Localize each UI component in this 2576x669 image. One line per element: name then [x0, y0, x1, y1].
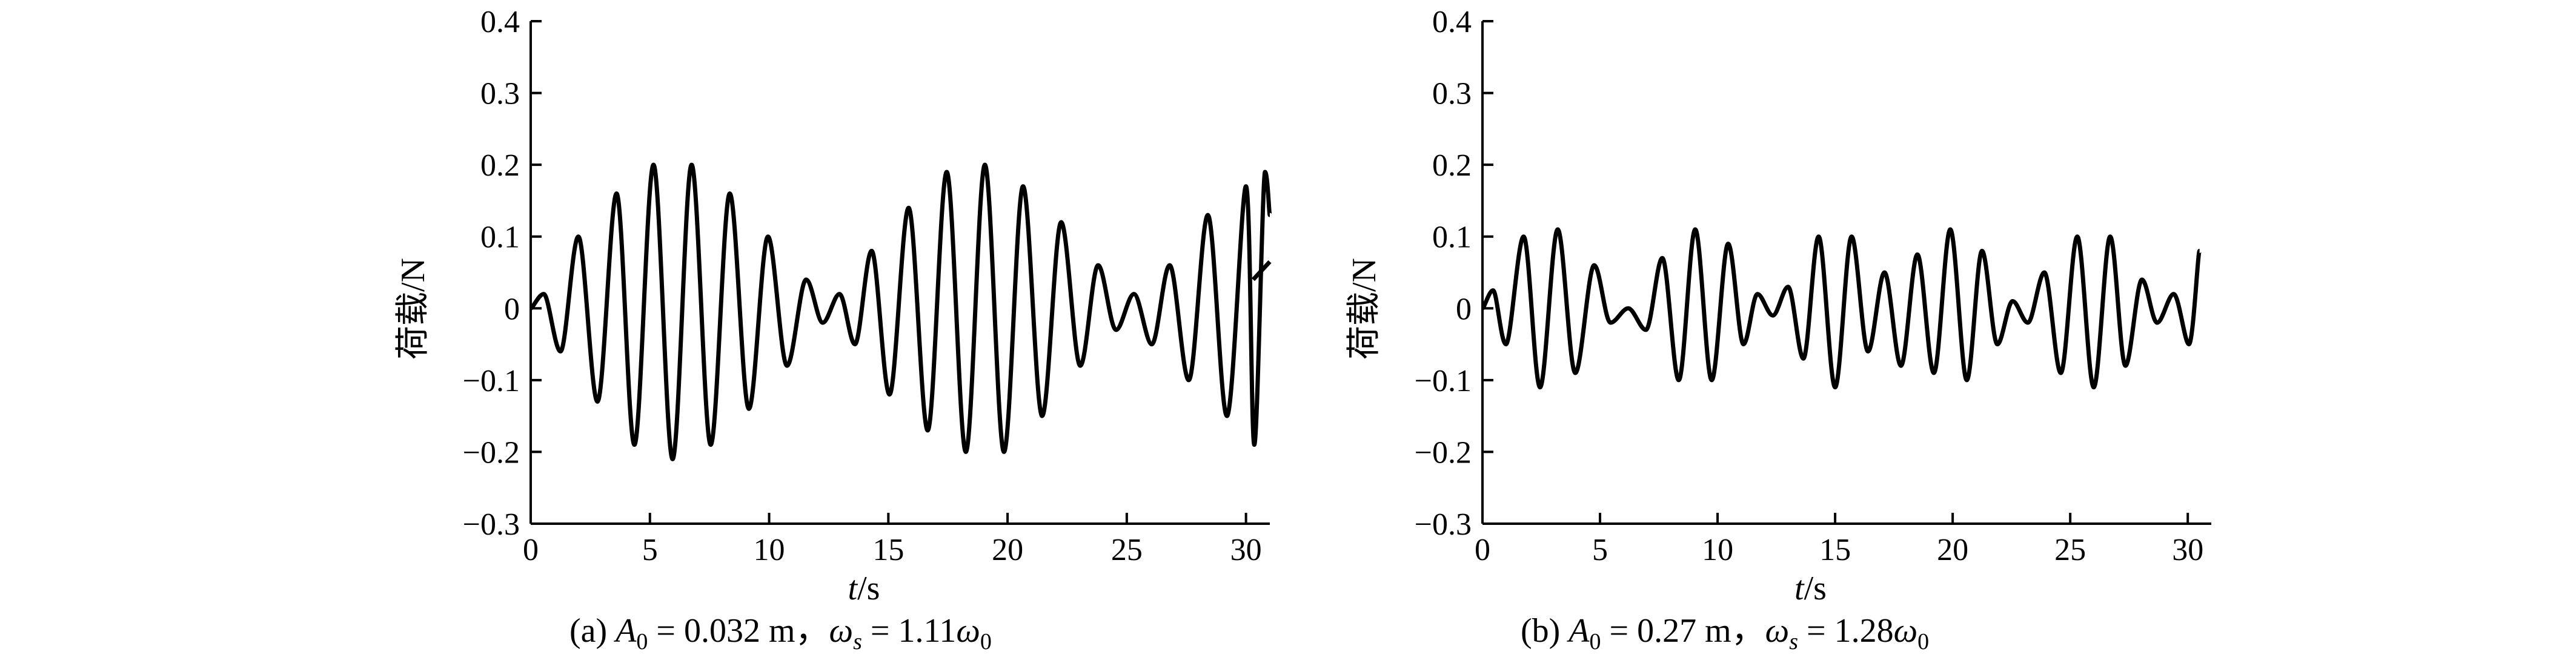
y-tick-label: 0.4	[480, 5, 520, 39]
caption-omega-subscript: s	[1789, 629, 1798, 654]
y-tick-label: 0	[504, 292, 520, 326]
y-tick-label: 0.4	[1432, 5, 1472, 39]
x-axis-label: t/s	[848, 570, 880, 607]
y-axis-label: 荷载/N	[1346, 258, 1383, 360]
caption-amplitude-value: = 0.032 m，	[648, 612, 829, 650]
caption-prefix: (a)	[569, 612, 616, 650]
caption-omega0-subscript: 0	[980, 629, 992, 654]
caption-amplitude-subscript: 0	[1590, 629, 1601, 654]
series-line	[1480, 227, 2202, 390]
caption-amplitude-symbol: A	[613, 612, 637, 650]
y-tick-label: 0.1	[1432, 220, 1472, 255]
y-tick-label: 0.3	[1432, 77, 1472, 111]
caption-omega-symbol: ω	[1765, 612, 1790, 650]
caption-omega-ratio: = 1.28	[1798, 612, 1894, 650]
x-tick-label: 15	[872, 533, 904, 567]
y-tick-label: −0.3	[463, 507, 520, 542]
x-tick-label: 30	[2172, 533, 2203, 567]
y-tick-label: −0.2	[463, 435, 520, 470]
chart-panel-b: −0.3 −0.2 −0.1 0 0.1 0.2 0.3 0.4 0 5 10 15 20 25 30 t/s…	[1346, 5, 2211, 654]
x-axis-label-unit: /s	[857, 570, 880, 607]
x-axis-label-var: t	[1794, 570, 1805, 607]
x-axis-label-var: t	[848, 570, 858, 607]
figure-caption: (a) A0 = 0.032 m，ωs = 1.11ω0	[569, 612, 992, 654]
x-tick-label: 20	[992, 533, 1023, 567]
series-line	[529, 162, 1272, 461]
y-tick-label: 0.1	[480, 220, 520, 255]
caption-amplitude-symbol: A	[1566, 612, 1590, 650]
y-tick-label: 0.2	[480, 148, 520, 183]
caption-amplitude-subscript: 0	[636, 629, 648, 654]
x-tick-label: 25	[1111, 533, 1143, 567]
x-tick-label: 5	[642, 533, 658, 567]
figure-caption: (b) A0 = 0.27 m，ωs = 1.28ω0	[1521, 612, 1929, 654]
x-axis-label: t/s	[1794, 570, 1827, 607]
y-tick-label: 0.3	[480, 77, 520, 111]
x-tick-label: 0	[523, 533, 539, 567]
caption-prefix: (b)	[1521, 612, 1569, 650]
caption-omega0-symbol: ω	[956, 612, 980, 650]
y-tick-label: −0.1	[463, 364, 520, 398]
caption-omega-subscript: s	[853, 629, 862, 654]
x-tick-label: 25	[2054, 533, 2086, 567]
x-tick-label: 20	[1937, 533, 1968, 567]
x-tick-label: 5	[1592, 533, 1608, 567]
caption-amplitude-value: = 0.27 m，	[1601, 612, 1765, 650]
chart-panel-a: −0.3 −0.2 −0.1 0 0.1 0.2 0.3 0.4 0 5 10 15 20 25 30 t/s…	[394, 5, 1272, 654]
series-end-segment	[1251, 260, 1272, 282]
x-tick-label: 10	[1702, 533, 1733, 567]
caption-omega-ratio: = 1.11	[862, 612, 957, 650]
x-tick-label: 30	[1230, 533, 1262, 567]
y-axis-label: 荷载/N	[394, 258, 432, 360]
y-tick-label: −0.2	[1415, 435, 1472, 470]
x-tick-label: 0	[1475, 533, 1490, 567]
caption-omega0-symbol: ω	[1894, 612, 1918, 650]
caption-omega-symbol: ω	[829, 612, 854, 650]
caption-omega0-subscript: 0	[1917, 629, 1929, 654]
y-tick-label: −0.1	[1415, 364, 1472, 398]
x-tick-label: 15	[1819, 533, 1851, 567]
y-tick-label: 0.2	[1432, 148, 1472, 183]
y-tick-label: 0	[1456, 292, 1472, 326]
x-axis-label-unit: /s	[1804, 570, 1827, 607]
x-tick-label: 10	[754, 533, 785, 567]
y-tick-label: −0.3	[1415, 507, 1472, 542]
